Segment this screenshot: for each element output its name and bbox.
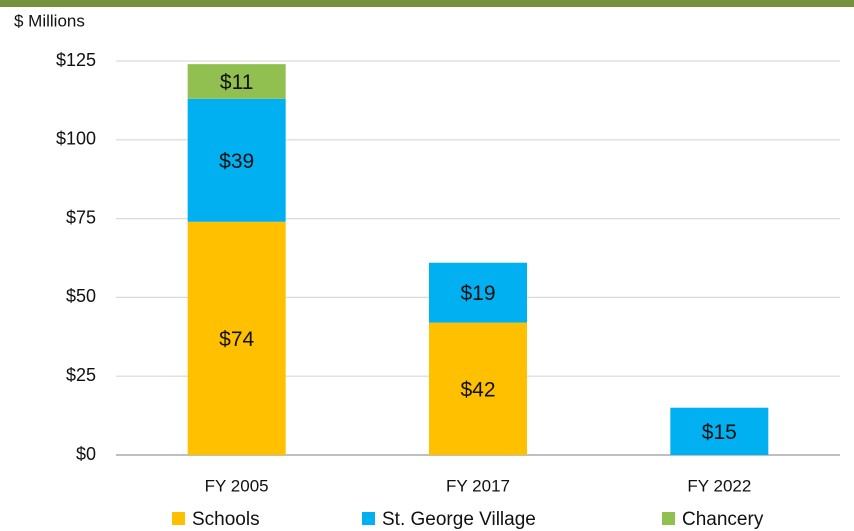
legend-label: St. George Village [382, 509, 536, 530]
bar-segment [187, 98, 286, 222]
data-label: $39 [219, 150, 254, 173]
legend-label: Chancery [682, 509, 764, 530]
x-tick-label: FY 2022 [687, 476, 751, 495]
y-tick-label: $100 [56, 129, 96, 149]
y-tick-label: $25 [66, 365, 96, 385]
legend-swatch [172, 512, 185, 525]
data-label: $11 [220, 71, 253, 94]
bar-segment [187, 64, 286, 99]
bar-segment [187, 221, 286, 455]
top-band [0, 0, 854, 7]
data-label: $15 [702, 421, 737, 444]
bar-segment [670, 407, 769, 455]
legend-label: Schools [192, 509, 260, 530]
y-tick-label: $125 [56, 50, 96, 70]
y-tick-label: $0 [76, 444, 96, 464]
data-label: $42 [460, 378, 495, 401]
y-tick-label: $50 [66, 286, 96, 306]
bar-segment [429, 322, 527, 455]
legend-swatch [662, 512, 675, 525]
y-axis-label: $ Millions [14, 11, 85, 30]
data-label: $19 [460, 282, 495, 305]
y-tick-label: $75 [66, 207, 96, 227]
legend-swatch [362, 512, 375, 525]
x-tick-label: FY 2005 [205, 476, 269, 495]
bar-segment [429, 262, 527, 323]
x-tick-label: FY 2017 [446, 476, 510, 495]
data-label: $74 [219, 328, 254, 351]
